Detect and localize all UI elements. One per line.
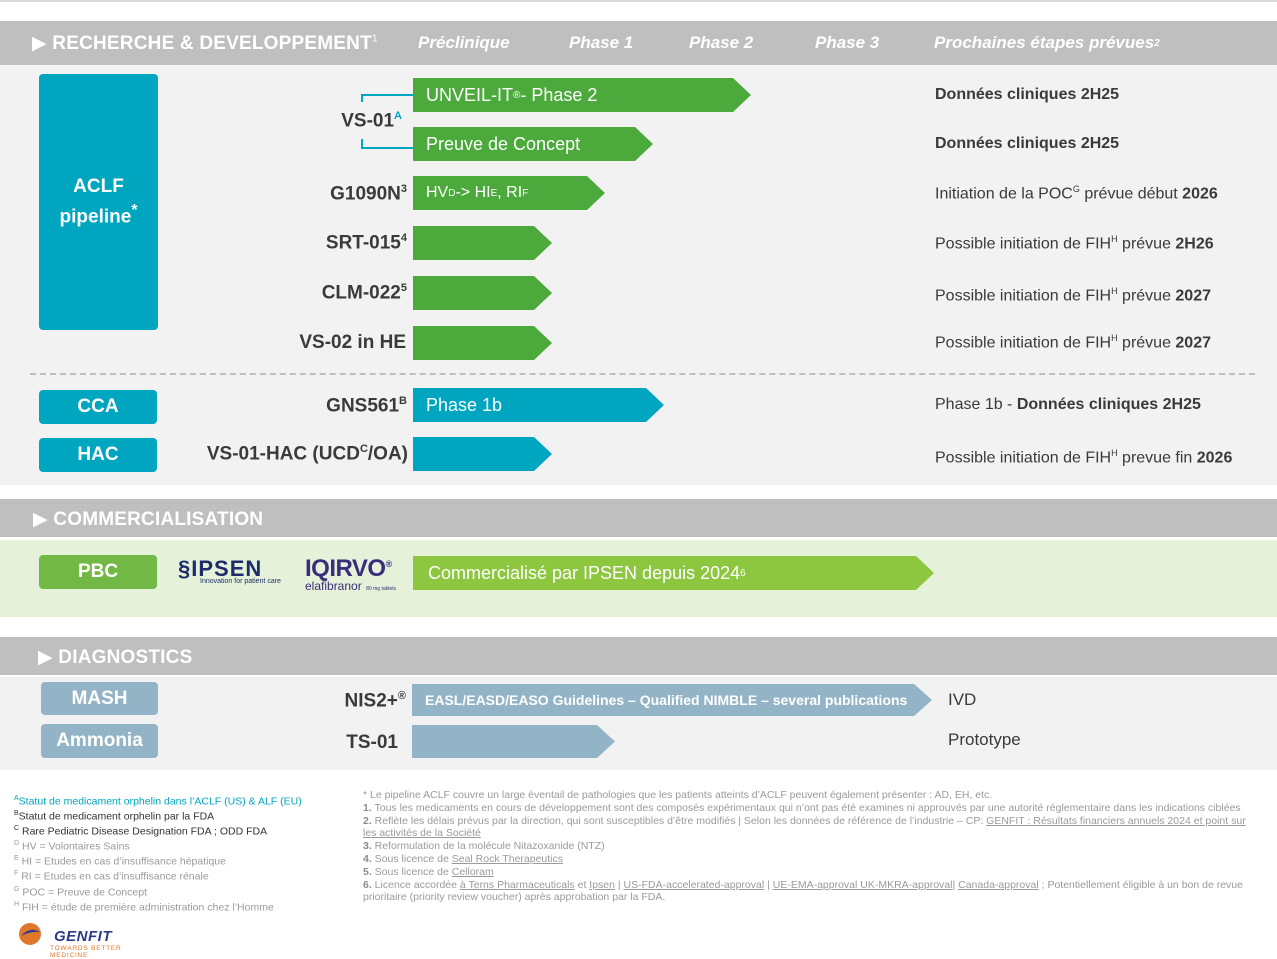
product-vs01: VS-01A	[341, 110, 402, 132]
product-nis2: NIS2+®	[344, 690, 406, 712]
genfit-wordmark: GENFIT	[54, 928, 112, 945]
footnote-6-link-terns[interactable]: à Terns Pharmaceuticals	[459, 878, 575, 891]
bar-nis2: EASL/EASD/EASO Guidelines – Qualified NI…	[412, 684, 932, 716]
next-srt015: Possible initiation de FIHH prévue 2H26	[935, 234, 1214, 253]
genfit-tagline: Towards Better Medicine	[50, 945, 122, 959]
product-ts01: TS-01	[346, 732, 398, 753]
footnote-f: F RI = Etudes en cas d’insuffisance réna…	[14, 870, 209, 883]
vs01-bracket-top	[361, 94, 413, 102]
commercial-header: ▶ COMMERCIALISATION	[0, 499, 1277, 537]
rd-header: ▶ RECHERCHE & DEVELOPPEMENT1 Préclinique…	[0, 21, 1277, 65]
product-gns561: GNS561B	[326, 395, 407, 417]
bar-unveil-it: UNVEIL-IT ® - Phase 2	[413, 78, 751, 112]
bar-g1090n: HV D -> HI E, RI F	[413, 176, 605, 210]
next-ts01: Prototype	[948, 730, 1021, 749]
footnotes-definitions: AStatut de medicament orphelin dans l’AC…	[14, 793, 354, 914]
footnote-6-link-ipsen[interactable]: Ipsen	[589, 878, 615, 891]
aclf-pipeline-label: ACLF pipeline*	[59, 175, 138, 228]
footnote-e: E HI = Etudes en cas d’insuffisance hépa…	[14, 855, 226, 868]
vs01-bracket-bottom	[361, 139, 413, 149]
next-g1090n: Initiation de la POCG prévue début 2026	[935, 184, 1218, 203]
footnote-2: 2. Reflète les délais prévus par la dire…	[363, 814, 1246, 840]
footnote-4-link[interactable]: Seal Rock Therapeutics	[451, 852, 564, 865]
footnote-b: BStatut de medicament orphelin par la FD…	[14, 810, 215, 823]
footnotes-notes: * Le pipeline ACLF couvre un large évent…	[363, 789, 1253, 904]
hac-badge: HAC	[39, 438, 157, 472]
product-vs01-hac: VS-01-HAC (UCDC/OA)	[206, 443, 408, 465]
phase-1-label: Phase 1	[569, 33, 634, 52]
bar-srt015	[413, 226, 552, 260]
bar-pbc-commercial: Commercialisé par IPSEN depuis 2024 6	[413, 556, 934, 590]
footnote-a: AStatut de medicament orphelin dans l’AC…	[14, 795, 302, 808]
bar-clm022	[413, 276, 552, 310]
bar-preuve-concept: Preuve de Concept	[413, 127, 653, 161]
bar-vs02	[413, 326, 552, 360]
footnote-3: 3. Reformulation de la molécule Nitazoxa…	[363, 840, 605, 853]
section-dashed-divider	[30, 373, 1255, 375]
footnote-c: C Rare Pediatric Disease Designation FDA…	[14, 825, 268, 838]
diagnostics-header: ▶ DIAGNOSTICS	[0, 637, 1277, 675]
footnote-6-link-canada[interactable]: Canada-approval	[958, 878, 1039, 891]
footnote-4: 4. Sous licence de Seal Rock Therapeutic…	[363, 852, 564, 865]
phase-preclinical-label: Préclinique	[418, 33, 510, 52]
aclf-pipeline-badge: ACLF pipeline*	[39, 74, 158, 330]
bar-gns561: Phase 1b	[413, 388, 664, 422]
rd-header-title: ▶ RECHERCHE & DEVELOPPEMENT1	[32, 33, 378, 54]
footnote-star: * Le pipeline ACLF couvre un large évent…	[363, 789, 993, 801]
iqirvo-logo: IQIRVO® elafibranor 80 mg tablets	[305, 555, 405, 595]
genfit-logo: GENFIT Towards Better Medicine	[18, 920, 158, 959]
bar-vs01-hac	[413, 437, 552, 471]
footnote-g: G POC = Preuve de Concept	[14, 885, 147, 899]
ipsen-logo: §IPSEN Innovation for patient care	[178, 556, 288, 590]
footnote-6-link-fda[interactable]: US-FDA-accelerated-approval	[623, 878, 765, 891]
next-vs01-unveil: Données cliniques 2H25	[935, 86, 1120, 103]
footnote-5-link[interactable]: Celloram	[451, 865, 494, 878]
pbc-badge: PBC	[39, 555, 157, 589]
mash-badge: MASH	[41, 682, 158, 715]
cca-badge: CCA	[39, 390, 157, 424]
next-vs01-hac: Possible initiation de FIHH prevue fin 2…	[935, 448, 1233, 467]
footnote-6: 6. Licence accordée à Terns Pharmaceutic…	[363, 878, 1243, 904]
next-vs01-poc: Données cliniques 2H25	[935, 135, 1120, 152]
product-g1090n: G1090N3	[330, 183, 407, 205]
next-nis2: IVD	[948, 690, 977, 709]
genfit-emblem-icon	[19, 923, 41, 945]
commercial-header-title: ▶ COMMERCIALISATION	[33, 509, 264, 530]
next-vs02: Possible initiation de FIHH prévue 2027	[935, 333, 1211, 352]
product-srt015: SRT-0154	[325, 232, 407, 254]
top-divider	[0, 0, 1277, 2]
bar-ts01	[412, 725, 615, 758]
ipsen-wordmark: §IPSEN	[178, 556, 263, 581]
next-gns561: Phase 1b - Données cliniques 2H25	[935, 396, 1201, 413]
iqirvo-subline: elafibranor 80 mg tablets	[305, 579, 397, 593]
footnote-1: 1. Tous les medicaments en cours de déve…	[363, 801, 1241, 814]
next-steps-label: Prochaines étapes prévues 2	[934, 33, 1160, 52]
iqirvo-wordmark: IQIRVO®	[305, 555, 392, 582]
ammonia-badge: Ammonia	[41, 724, 158, 758]
footnote-6-link-ema[interactable]: UE-EMA-approval UK-MKRA-approval	[772, 878, 953, 891]
footnote-d: D HV = Volontaires Sains	[14, 840, 130, 853]
ipsen-tagline: Innovation for patient care	[200, 578, 281, 585]
product-vs02: VS-02 in HE	[299, 332, 406, 353]
diagnostics-header-title: ▶ DIAGNOSTICS	[38, 647, 193, 668]
next-clm022: Possible initiation de FIHH prévue 2027	[935, 286, 1211, 305]
phase-2-label: Phase 2	[689, 33, 754, 52]
rd-band	[0, 65, 1277, 485]
footnote-h: H FIH = étude de première administration…	[14, 900, 274, 914]
footnote-5: 5. Sous licence de Celloram	[363, 865, 494, 878]
phase-3-label: Phase 3	[815, 33, 880, 52]
product-clm022: CLM-0225	[321, 282, 407, 304]
footnote-2-link[interactable]: GENFIT : Résultats financiers annuels 20…	[363, 814, 1246, 840]
